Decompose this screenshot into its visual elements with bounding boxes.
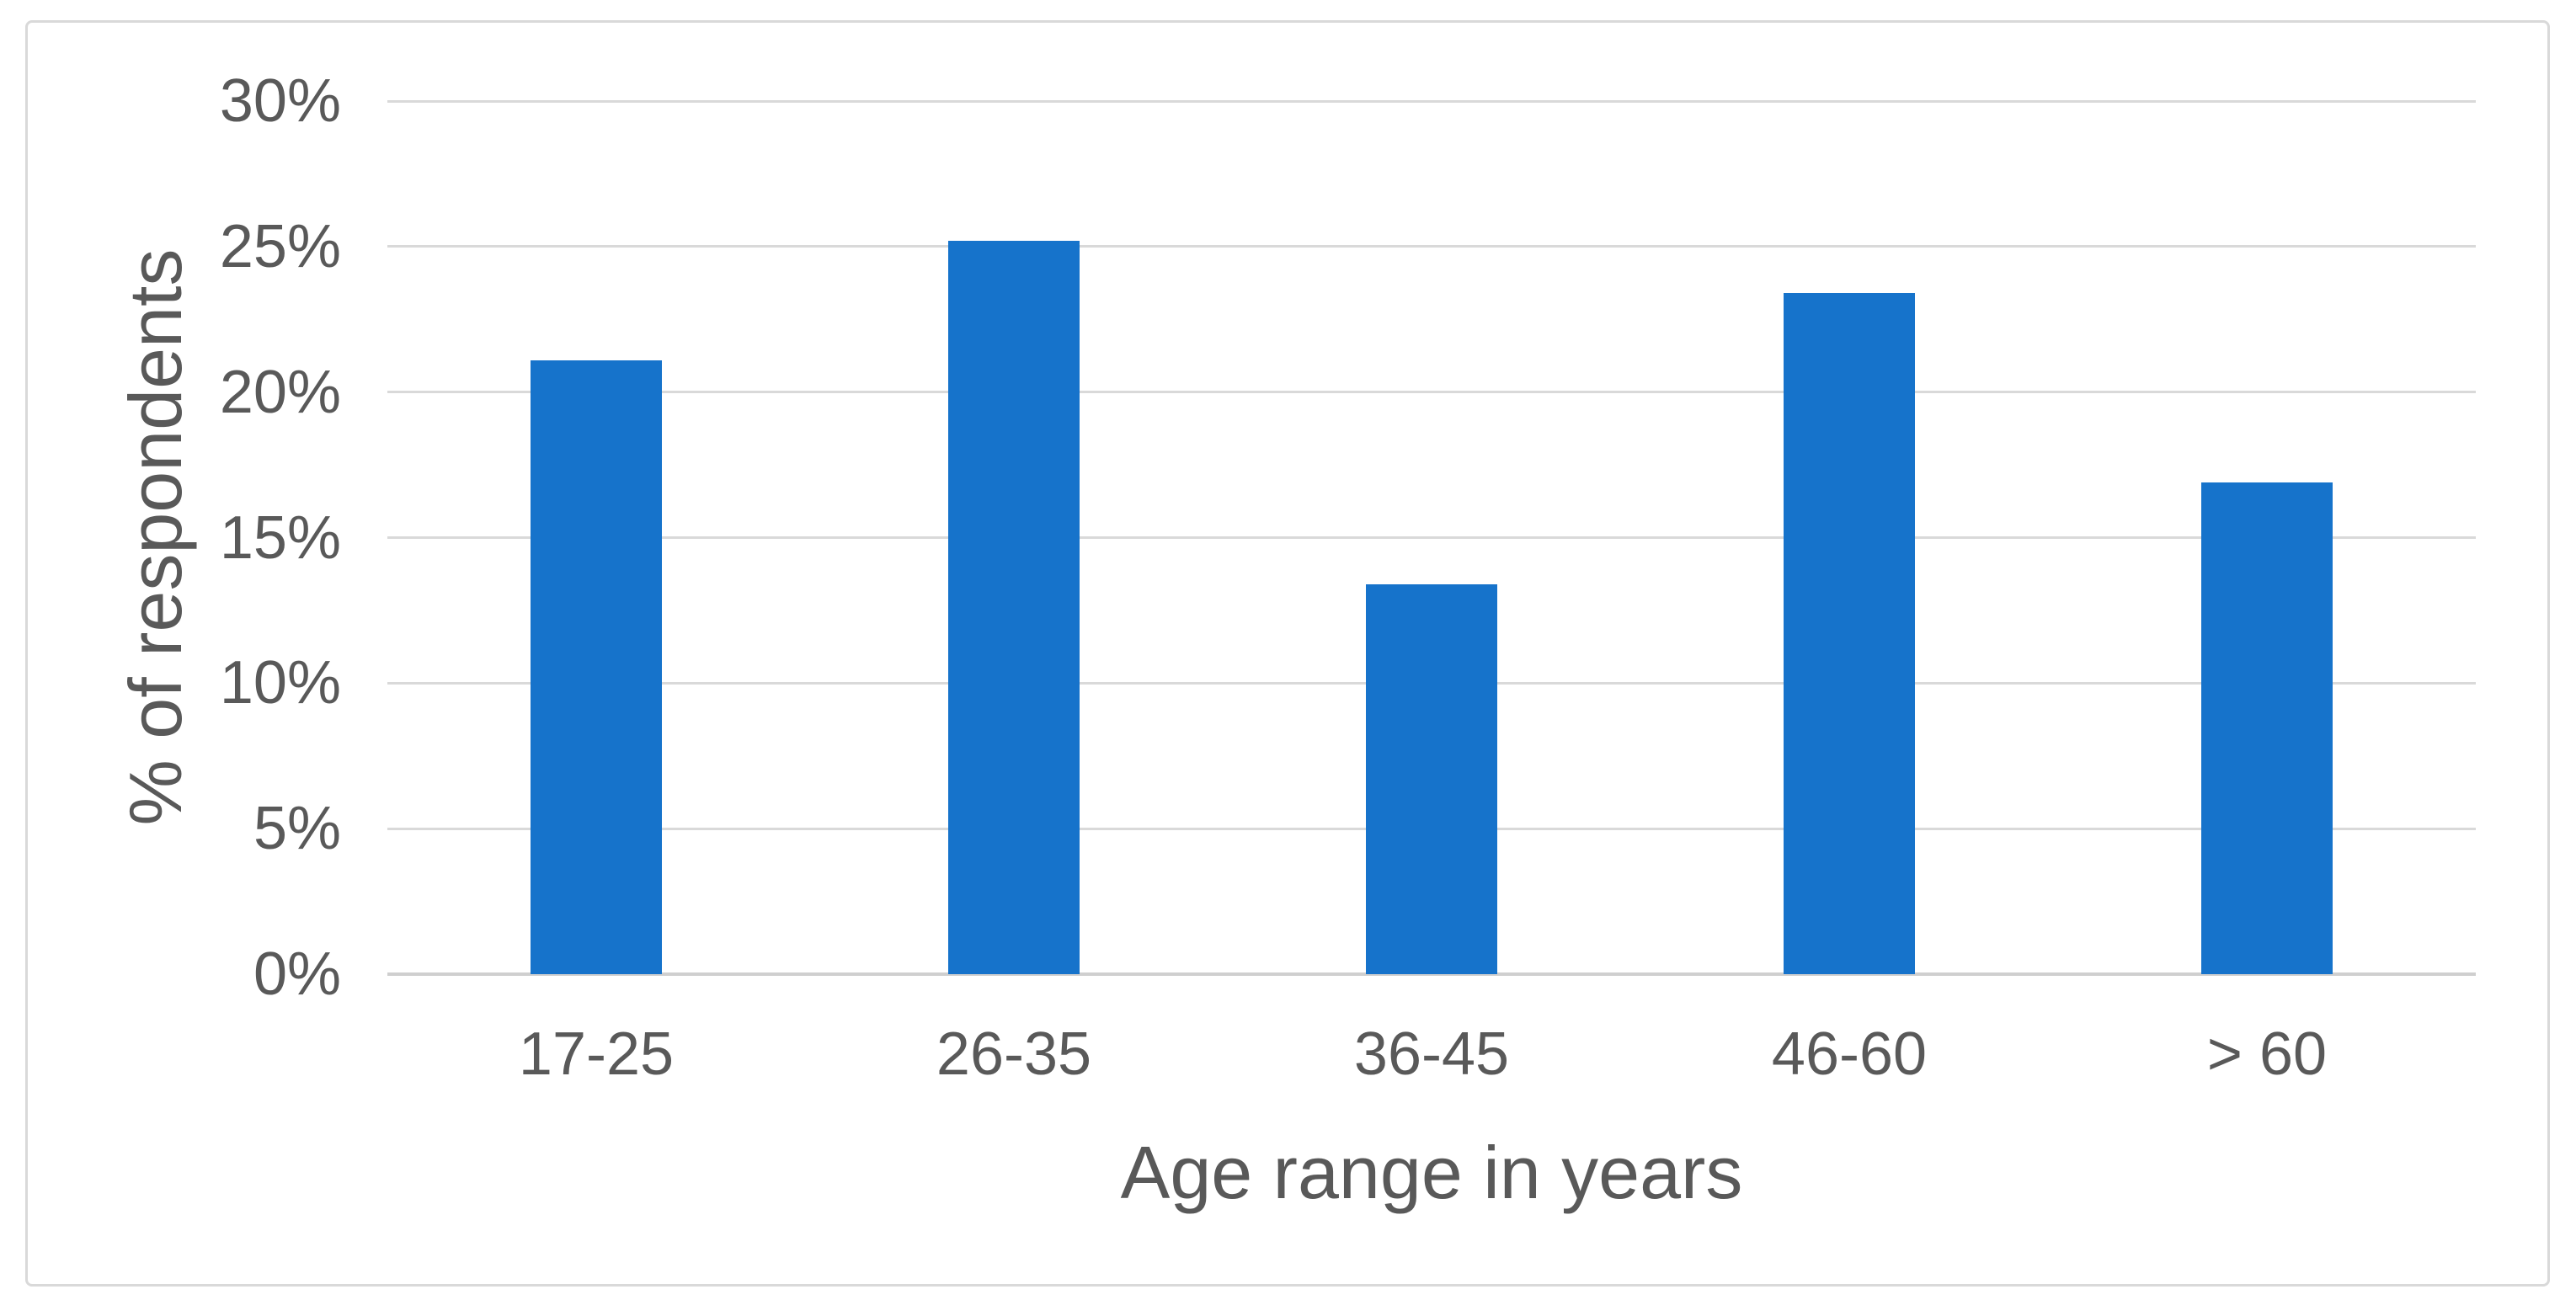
y-tick-label-20pct: 20% bbox=[219, 358, 341, 426]
gridline-30pct bbox=[387, 99, 2476, 103]
y-tick-label-15pct: 15% bbox=[219, 503, 341, 572]
x-tick-label-26-35: 26-35 bbox=[936, 1020, 1092, 1088]
chart-frame bbox=[25, 20, 2550, 1287]
x-axis-title: Age range in years bbox=[1120, 1131, 1743, 1214]
gridline-0pct bbox=[387, 972, 2476, 976]
x-tick-label-36-45: 36-45 bbox=[1353, 1020, 1510, 1088]
bar-46-60 bbox=[1784, 293, 1915, 974]
y-tick-label-0pct: 0% bbox=[253, 940, 341, 1008]
bar-26-35 bbox=[948, 240, 1080, 974]
bar-17-25 bbox=[531, 360, 662, 974]
y-tick-label-25pct: 25% bbox=[219, 212, 341, 280]
gridline-20pct bbox=[387, 391, 2476, 394]
gridline-15pct bbox=[387, 536, 2476, 539]
x-tick-label-17-25: 17-25 bbox=[518, 1020, 675, 1088]
y-tick-label-30pct: 30% bbox=[219, 67, 341, 135]
y-tick-label-10pct: 10% bbox=[219, 649, 341, 717]
bar-36-45 bbox=[1366, 583, 1497, 974]
bar-gt60 bbox=[2201, 482, 2333, 974]
y-axis-title: % of respondents bbox=[114, 248, 197, 826]
gridline-25pct bbox=[387, 245, 2476, 248]
y-tick-label-5pct: 5% bbox=[253, 795, 341, 863]
x-tick-label-46-60: 46-60 bbox=[1771, 1020, 1928, 1088]
x-tick-label-gt60: > 60 bbox=[2206, 1020, 2328, 1088]
